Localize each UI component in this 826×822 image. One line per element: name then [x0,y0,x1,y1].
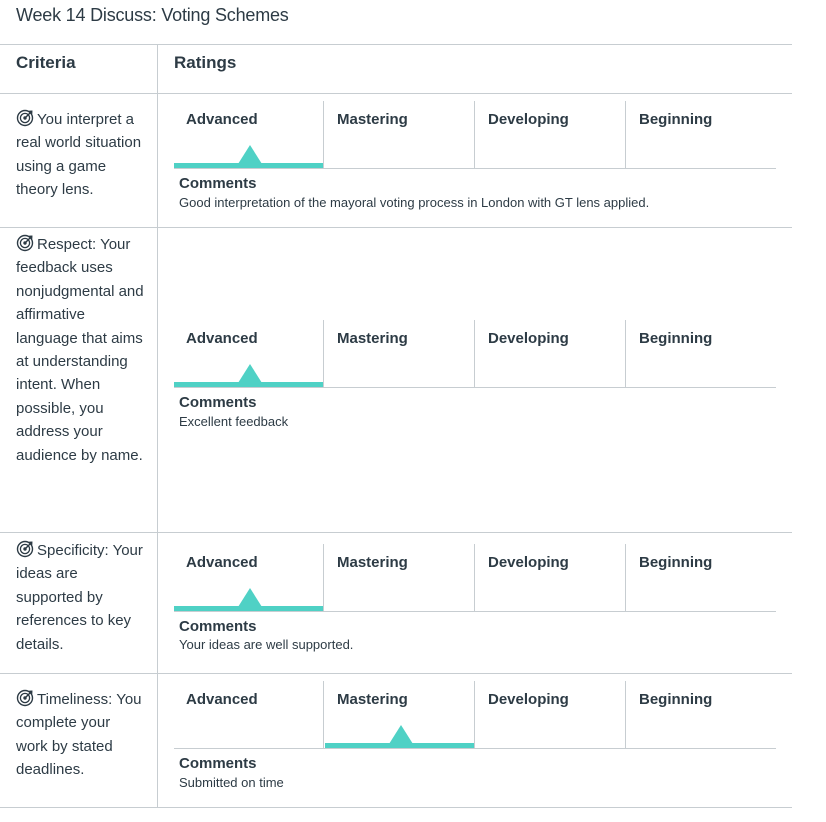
rating-mastering[interactable]: Mastering [325,320,475,387]
criterion-text: Respect: Your feedback uses nonjudgmenta… [16,236,144,464]
rating-advanced[interactable]: Advanced [174,544,324,611]
target-icon [16,540,34,558]
rating-advanced[interactable]: Advanced [174,101,324,168]
comments-label: Comments [179,755,257,772]
divider [0,93,792,94]
rating-beginning[interactable]: Beginning [627,681,777,748]
target-icon [16,109,34,127]
selected-indicator-icon [238,145,262,164]
selected-indicator-bar [174,382,324,387]
rating-beginning[interactable]: Beginning [627,544,777,611]
rating-divider [323,544,324,611]
rating-label: Advanced [186,330,258,347]
comment-text: Submitted on time [179,775,284,790]
rubric-table: Criteria Ratings [0,44,792,808]
rating-divider [625,320,626,387]
rating-label: Mastering [337,111,408,128]
rating-mastering[interactable]: Mastering [325,101,475,168]
selected-indicator-icon [389,725,413,744]
rating-divider [625,544,626,611]
rating-label: Developing [488,330,569,347]
criterion-description: You interpret a real world situation usi… [16,108,146,202]
rating-divider [474,544,475,611]
rating-label: Beginning [639,691,713,708]
rating-beginning[interactable]: Beginning [627,320,777,387]
rating-advanced[interactable]: Advanced [174,320,324,387]
comment-text: Your ideas are well supported. [179,637,354,652]
target-icon [16,234,34,252]
comment-text: Good interpretation of the mayoral votin… [179,195,650,210]
rating-label: Mastering [337,330,408,347]
divider [0,532,792,533]
rating-label: Advanced [186,691,258,708]
rating-label: Advanced [186,111,258,128]
divider [0,44,792,45]
divider [0,673,792,674]
rating-mastering[interactable]: Mastering [325,681,475,748]
rating-divider [323,681,324,748]
rating-scale: Advanced Mastering Developing Beginning [174,681,776,749]
rating-scale: Advanced Mastering Developing Beginning [174,320,776,388]
rating-label: Advanced [186,554,258,571]
divider [0,227,792,228]
criterion-description: Timeliness: You complete your work by st… [16,688,146,782]
rating-label: Developing [488,111,569,128]
comments-label: Comments [179,394,257,411]
rating-divider [625,101,626,168]
page-title: Week 14 Discuss: Voting Schemes [16,5,289,25]
rating-divider [323,101,324,168]
rating-baseline [174,748,776,749]
comments-label: Comments [179,618,257,635]
rating-label: Beginning [639,111,713,128]
rating-label: Beginning [639,330,713,347]
ratings-header: Ratings [174,53,237,72]
rating-divider [474,101,475,168]
selected-indicator-bar [325,743,475,748]
rating-label: Developing [488,554,569,571]
comments-label: Comments [179,175,257,192]
rating-developing[interactable]: Developing [476,320,626,387]
criteria-header: Criteria [16,53,76,72]
criterion-text: You interpret a real world situation usi… [16,111,142,199]
rating-baseline [174,611,776,612]
criterion-text: Timeliness: You complete your work by st… [16,691,142,779]
target-icon [16,689,34,707]
criterion-description: Specificity: Your ideas are supported by… [16,539,146,656]
selected-indicator-bar [174,163,324,168]
column-divider [157,44,158,808]
selected-indicator-bar [174,606,324,611]
rating-label: Mastering [337,554,408,571]
rating-divider [323,320,324,387]
rating-scale: Advanced Mastering Developing Beginning [174,101,776,169]
rating-scale: Advanced Mastering Developing Beginning [174,544,776,612]
rating-developing[interactable]: Developing [476,681,626,748]
rating-divider [474,681,475,748]
comment-text: Excellent feedback [179,414,289,429]
rating-beginning[interactable]: Beginning [627,101,777,168]
selected-indicator-icon [238,588,262,607]
rating-label: Developing [488,691,569,708]
rating-mastering[interactable]: Mastering [325,544,475,611]
rating-divider [474,320,475,387]
rating-developing[interactable]: Developing [476,101,626,168]
criterion-text: Specificity: Your ideas are supported by… [16,542,143,653]
rating-label: Mastering [337,691,408,708]
criterion-description: Respect: Your feedback uses nonjudgmenta… [16,233,146,467]
rating-advanced[interactable]: Advanced [174,681,324,748]
rating-developing[interactable]: Developing [476,544,626,611]
rating-label: Beginning [639,554,713,571]
selected-indicator-icon [238,364,262,383]
rating-divider [625,681,626,748]
rating-baseline [174,168,776,169]
rating-baseline [174,387,776,388]
divider [0,807,792,808]
